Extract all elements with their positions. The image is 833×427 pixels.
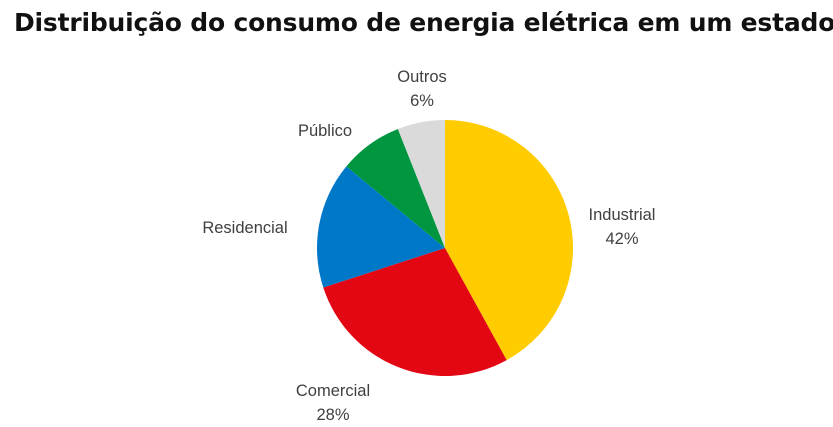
slice-value-label-0: 42% <box>605 230 638 248</box>
slice-label-2: Residencial <box>202 219 287 237</box>
chart-title: Distribuição do consumo de energia elétr… <box>14 8 833 37</box>
pie-slice-publico <box>346 128 445 248</box>
slice-value-label-1: 28% <box>316 406 349 424</box>
slice-label-1: Comercial <box>296 382 370 400</box>
pie-slice-comercial <box>323 248 507 376</box>
slice-label-0: Industrial <box>589 206 656 224</box>
pie-slice-industrial <box>445 120 573 361</box>
slice-label-3: Público <box>298 122 352 140</box>
pie-slice-residencial <box>317 166 445 288</box>
pie-slice-outros <box>397 120 445 248</box>
slice-value-label-4: 6% <box>410 92 434 110</box>
slice-label-4: Outros <box>397 68 447 86</box>
